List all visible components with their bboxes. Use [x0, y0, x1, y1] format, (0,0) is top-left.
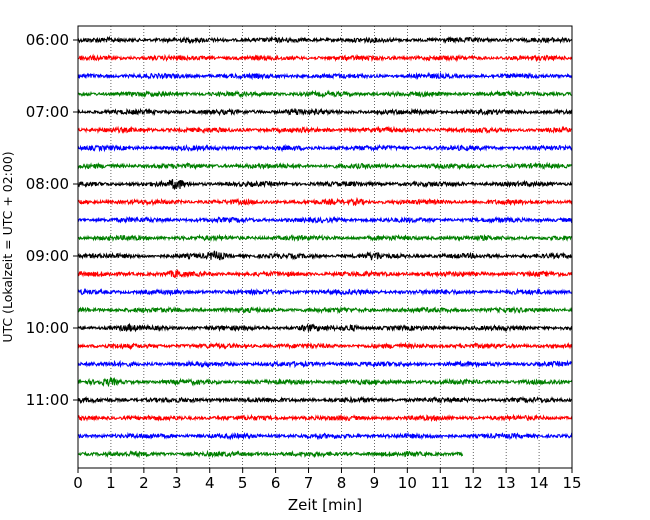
x-tick-label: 3 — [172, 474, 182, 492]
x-tick-label: 11 — [431, 474, 450, 492]
trace-1115 — [77, 413, 573, 423]
trace-0730 — [77, 143, 573, 153]
y-tick-label: 06:00 — [26, 31, 69, 49]
trace-layer — [77, 35, 573, 459]
trace-1030 — [77, 359, 573, 369]
x-tick-label: 8 — [337, 474, 347, 492]
trace-0745 — [77, 161, 573, 171]
trace-0830 — [77, 215, 573, 225]
y-tick-label: 11:00 — [26, 391, 69, 409]
x-tick-label: 10 — [398, 474, 417, 492]
trace-0900 — [77, 250, 573, 261]
x-tick-label: 4 — [205, 474, 215, 492]
x-tick-label: 13 — [497, 474, 516, 492]
x-tick-label: 9 — [370, 474, 380, 492]
trace-1000 — [77, 322, 573, 333]
y-tick-label: 08:00 — [26, 175, 69, 193]
trace-0930 — [77, 287, 573, 297]
x-tick-label: 0 — [73, 474, 83, 492]
x-tick-label: 15 — [562, 474, 581, 492]
trace-0815 — [77, 196, 573, 207]
y-tick-label: 10:00 — [26, 319, 69, 337]
x-tick-label: 6 — [271, 474, 281, 492]
trace-0945 — [77, 305, 573, 315]
y-tick-label: 07:00 — [26, 103, 69, 121]
y-axis-ticks: 06:00 07:00 08:00 09:00 10:00 11:00 — [26, 31, 78, 409]
plot-frame — [77, 25, 573, 469]
x-axis-label: Zeit [min] — [288, 496, 362, 514]
trace-1100 — [77, 395, 573, 405]
trace-1130 — [77, 431, 573, 441]
y-axis-label: UTC (Lokalzeit = UTC + 02:00) — [0, 151, 15, 342]
trace-0800 — [77, 178, 573, 190]
trace-0715 — [77, 125, 573, 135]
trace-0700 — [77, 107, 573, 117]
trace-0600 — [77, 35, 573, 45]
trace-0645 — [77, 89, 573, 99]
x-tick-label: 1 — [106, 474, 116, 492]
x-tick-label: 12 — [464, 474, 483, 492]
x-tick-label: 7 — [304, 474, 314, 492]
trace-0845 — [77, 233, 573, 243]
x-axis-ticks: 0 1 2 3 4 5 6 7 8 9 10 11 12 13 14 15 — [73, 468, 582, 492]
trace-1015 — [77, 341, 573, 351]
x-tick-label: 2 — [139, 474, 149, 492]
trace-0615 — [77, 53, 573, 63]
y-tick-label: 09:00 — [26, 247, 69, 265]
x-tick-label: 14 — [530, 474, 549, 492]
trace-1045 — [77, 376, 573, 388]
trace-0915 — [77, 269, 573, 279]
trace-1145 — [77, 449, 464, 459]
trace-0630 — [77, 71, 573, 81]
x-tick-label: 5 — [238, 474, 248, 492]
